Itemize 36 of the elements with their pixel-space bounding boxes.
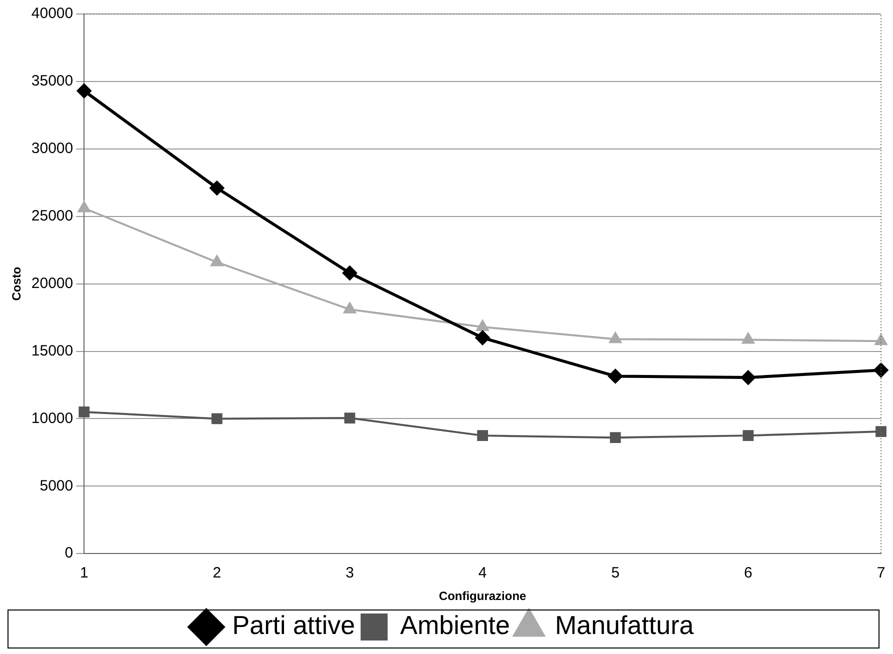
y-tick-label: 25000 (31, 207, 74, 224)
point (209, 180, 224, 196)
point (76, 83, 92, 98)
point (876, 426, 886, 437)
y-tick-label: 30000 (31, 140, 74, 158)
point (211, 413, 222, 424)
point (475, 330, 490, 346)
x-tick-label: 7 (876, 564, 886, 582)
y-tick-label: 0 (64, 544, 74, 562)
y-tick-label: 10000 (31, 410, 74, 427)
y-tick-label: 35000 (31, 72, 74, 90)
point (742, 430, 754, 442)
y-tick-label: 40000 (31, 5, 74, 22)
point (608, 368, 623, 384)
x-axis-title: Configurazione (438, 589, 527, 604)
y-axis-title: Costo (10, 266, 24, 301)
y-tick-label: 15000 (31, 342, 74, 360)
legend-label: Ambiente (400, 610, 510, 640)
point (740, 370, 756, 386)
x-tick-label: 3 (346, 564, 354, 582)
x-tick-label: 2 (212, 564, 222, 582)
x-tick-label: 5 (611, 564, 620, 582)
legend-label: Parti attive (232, 610, 356, 640)
point (342, 266, 358, 281)
point (344, 412, 356, 424)
x-tick-label: 6 (744, 564, 752, 582)
y-tick-label: 5000 (40, 477, 74, 494)
x-tick-label: 4 (478, 564, 487, 582)
point (477, 430, 488, 442)
point (610, 432, 621, 444)
x-tick-label: 1 (80, 564, 88, 582)
point (78, 200, 91, 212)
point (78, 406, 90, 418)
point (874, 362, 888, 378)
y-tick-label: 20000 (31, 274, 74, 292)
legend-label: Manufattura (554, 610, 694, 640)
